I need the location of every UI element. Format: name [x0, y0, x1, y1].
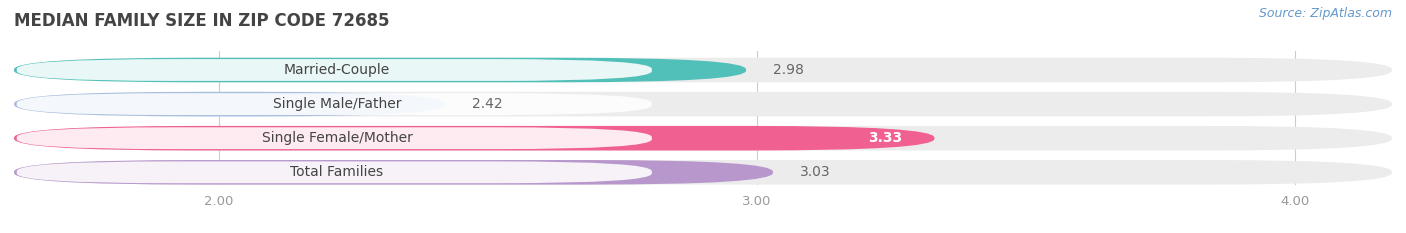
Text: 2.98: 2.98 — [773, 63, 804, 77]
Text: Source: ZipAtlas.com: Source: ZipAtlas.com — [1258, 7, 1392, 20]
Text: Single Female/Mother: Single Female/Mother — [262, 131, 412, 145]
Text: 3.03: 3.03 — [800, 165, 831, 179]
FancyBboxPatch shape — [14, 58, 747, 82]
FancyBboxPatch shape — [14, 160, 1392, 185]
FancyBboxPatch shape — [17, 59, 652, 81]
Text: 2.42: 2.42 — [471, 97, 502, 111]
FancyBboxPatch shape — [14, 92, 444, 116]
Text: Married-Couple: Married-Couple — [284, 63, 389, 77]
FancyBboxPatch shape — [14, 58, 1392, 82]
Text: Total Families: Total Families — [291, 165, 384, 179]
FancyBboxPatch shape — [14, 160, 773, 185]
FancyBboxPatch shape — [17, 93, 652, 115]
FancyBboxPatch shape — [14, 126, 1392, 151]
Text: Single Male/Father: Single Male/Father — [273, 97, 401, 111]
FancyBboxPatch shape — [14, 92, 1392, 116]
FancyBboxPatch shape — [17, 161, 652, 183]
Text: MEDIAN FAMILY SIZE IN ZIP CODE 72685: MEDIAN FAMILY SIZE IN ZIP CODE 72685 — [14, 12, 389, 30]
FancyBboxPatch shape — [14, 126, 935, 151]
FancyBboxPatch shape — [17, 127, 652, 149]
Text: 3.33: 3.33 — [868, 131, 903, 145]
